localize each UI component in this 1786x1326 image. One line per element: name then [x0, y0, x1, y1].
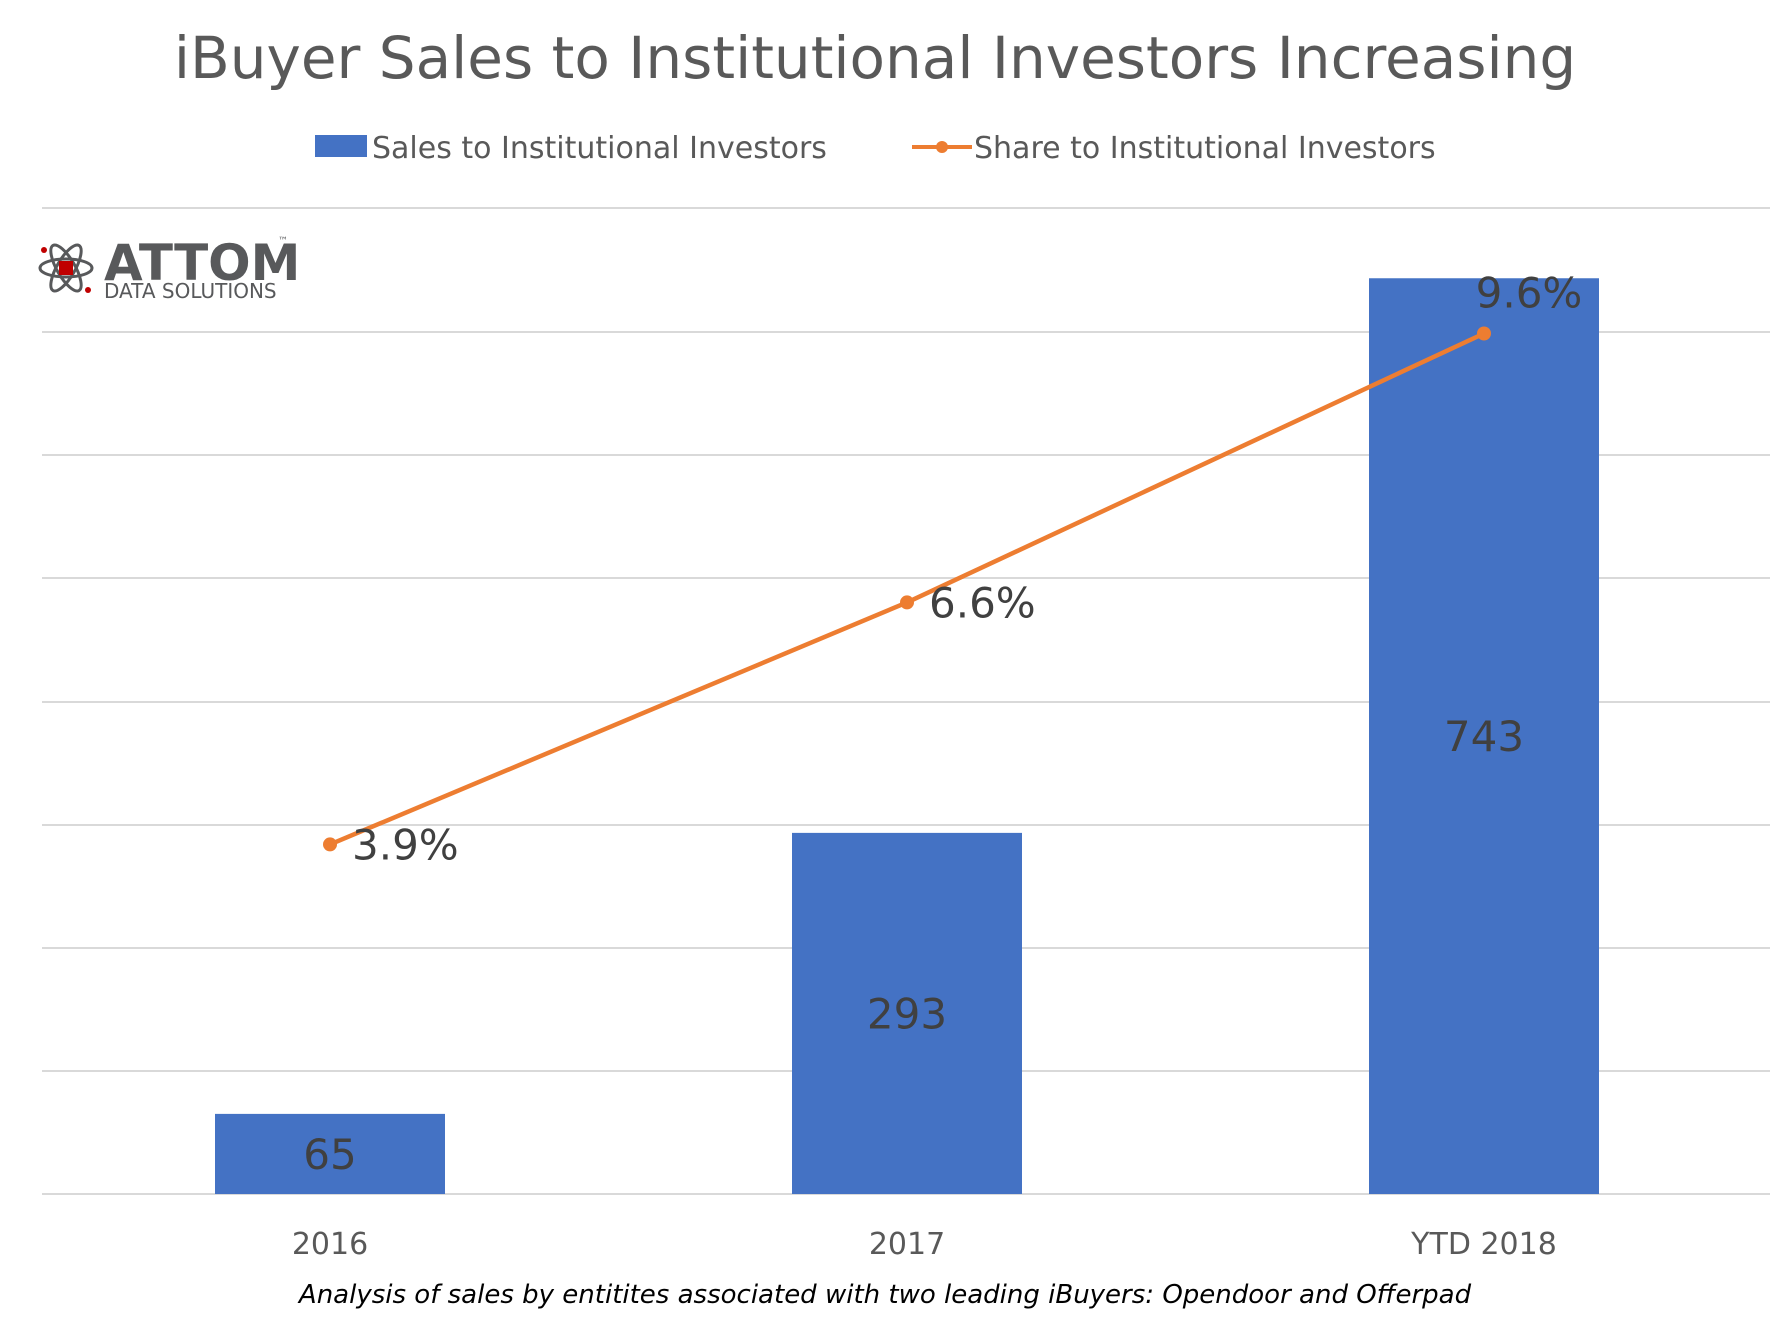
- x-tick-label: YTD 2018: [1410, 1227, 1557, 1262]
- line-point: [323, 837, 337, 852]
- line-point: [1477, 326, 1491, 341]
- line-data-label: 3.9%: [352, 820, 459, 869]
- x-axis-ticks: 2016 2017 YTD 2018: [292, 1227, 1557, 1262]
- line-data-label: 6.6%: [929, 578, 1036, 627]
- logo-wordmark: ATTOM: [104, 234, 300, 292]
- legend-bar-swatch: [315, 135, 367, 157]
- line-data-label: 9.6%: [1476, 268, 1583, 317]
- x-tick-label: 2016: [292, 1227, 368, 1262]
- x-tick-label: 2017: [869, 1227, 945, 1262]
- legend: Sales to Institutional Investors Share t…: [315, 131, 1436, 166]
- bar: [792, 832, 1022, 1194]
- legend-line-marker: [936, 141, 948, 153]
- chart-title: iBuyer Sales to Institutional Investors …: [174, 24, 1576, 92]
- legend-label-sales: Sales to Institutional Investors: [372, 131, 827, 166]
- line-series: 3.9% 6.6% 9.6%: [323, 268, 1582, 869]
- bar-data-label: 743: [1444, 712, 1524, 761]
- bar-data-label: 65: [303, 1130, 356, 1179]
- chart-caption: Analysis of sales by entitites associate…: [297, 1280, 1472, 1310]
- logo-trademark: ™: [278, 236, 288, 247]
- bar-data-label: 293: [867, 989, 947, 1038]
- bar-series: 65 293 743: [215, 278, 1599, 1194]
- attom-logo: ATTOM ™ DATA SOLUTIONS: [38, 234, 300, 303]
- logo-subtitle: DATA SOLUTIONS: [104, 279, 277, 303]
- line-point: [900, 595, 914, 610]
- legend-label-share: Share to Institutional Investors: [974, 131, 1436, 166]
- share-line: [327, 331, 1487, 847]
- atom-icon: [38, 243, 94, 293]
- bar: [1369, 278, 1599, 1194]
- bar: [215, 1113, 445, 1194]
